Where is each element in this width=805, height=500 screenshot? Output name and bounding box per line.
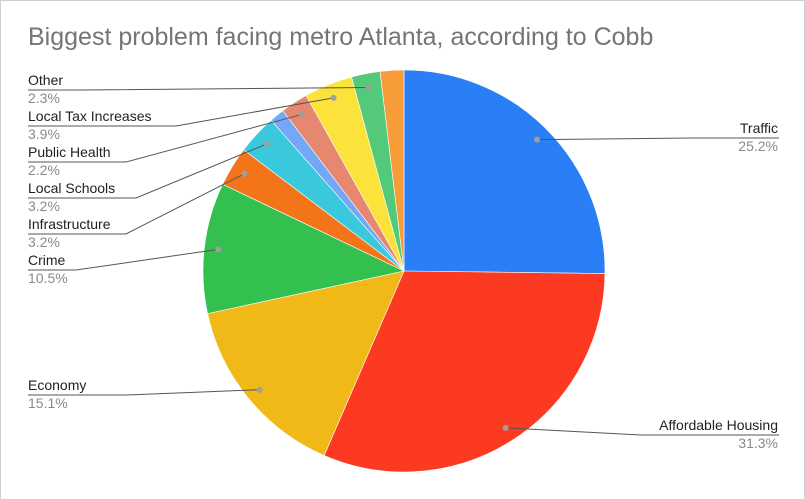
slice-percent: 10.5% bbox=[28, 270, 68, 286]
leader-dot-economy bbox=[256, 386, 263, 393]
pie-slice-affordable-housing bbox=[323, 270, 606, 473]
slice-name: Economy bbox=[28, 377, 87, 393]
slice-name: Crime bbox=[28, 252, 66, 268]
leader-line-local-schools bbox=[28, 143, 268, 199]
pie-slice-unlabeled bbox=[379, 69, 405, 272]
slice-percent: 2.2% bbox=[28, 162, 60, 178]
slice-name: Local Tax Increases bbox=[28, 108, 152, 124]
slice-name: Public Health bbox=[28, 144, 111, 160]
slice-percent: 2.3% bbox=[28, 90, 60, 106]
leader-line-crime bbox=[28, 248, 219, 271]
slice-name: Local Schools bbox=[28, 180, 116, 196]
leader-dot-local-schools bbox=[263, 140, 270, 147]
slice-name: Affordable Housing bbox=[659, 417, 778, 433]
pie-slice-traffic bbox=[403, 69, 606, 274]
slice-name: Infrastructure bbox=[28, 216, 111, 232]
leader-dot-infrastructure bbox=[241, 170, 248, 177]
leader-line-economy bbox=[28, 389, 260, 396]
leader-line-affordable-housing bbox=[505, 427, 779, 436]
leader-dot-public-health bbox=[298, 111, 305, 118]
leader-dot-local-tax-increases bbox=[330, 94, 337, 101]
chart-title: Biggest problem facing metro Atlanta, ac… bbox=[28, 23, 654, 51]
slice-name: Traffic bbox=[739, 120, 778, 136]
leader-line-traffic bbox=[537, 137, 779, 141]
slice-label-public-health: Public Health 2.2% bbox=[28, 143, 111, 179]
slice-label-affordable-housing: Affordable Housing 31.3% bbox=[659, 416, 778, 452]
slice-label-other: Other 2.3% bbox=[28, 71, 63, 107]
leader-dot-traffic bbox=[534, 136, 541, 143]
slice-percent: 15.1% bbox=[28, 395, 68, 411]
leader-dot-other bbox=[365, 84, 372, 91]
slice-label-infrastructure: Infrastructure 3.2% bbox=[28, 215, 110, 251]
slice-label-traffic: Traffic 25.2% bbox=[738, 119, 778, 155]
slice-label-local-schools: Local Schools 3.2% bbox=[28, 179, 115, 215]
leader-line-other bbox=[28, 86, 369, 91]
leader-line-local-tax-increases bbox=[28, 97, 334, 127]
leader-dot-crime bbox=[215, 246, 222, 253]
slice-percent: 25.2% bbox=[738, 138, 778, 154]
slice-label-local-tax-increases: Local Tax Increases 3.9% bbox=[28, 107, 151, 143]
pie-slice-economy bbox=[207, 270, 405, 456]
leader-line-public-health bbox=[28, 113, 302, 163]
leader-dot-affordable-housing bbox=[502, 424, 509, 431]
slice-label-crime: Crime 10.5% bbox=[28, 251, 68, 287]
slice-percent: 3.2% bbox=[28, 234, 60, 250]
pie-slice-crime bbox=[202, 183, 405, 314]
slice-label-economy: Economy 15.1% bbox=[28, 376, 86, 412]
leader-line-infrastructure bbox=[28, 173, 245, 235]
slice-percent: 31.3% bbox=[738, 435, 778, 451]
slice-percent: 3.9% bbox=[28, 126, 60, 142]
slice-percent: 3.2% bbox=[28, 198, 60, 214]
slice-name: Other bbox=[28, 72, 64, 88]
